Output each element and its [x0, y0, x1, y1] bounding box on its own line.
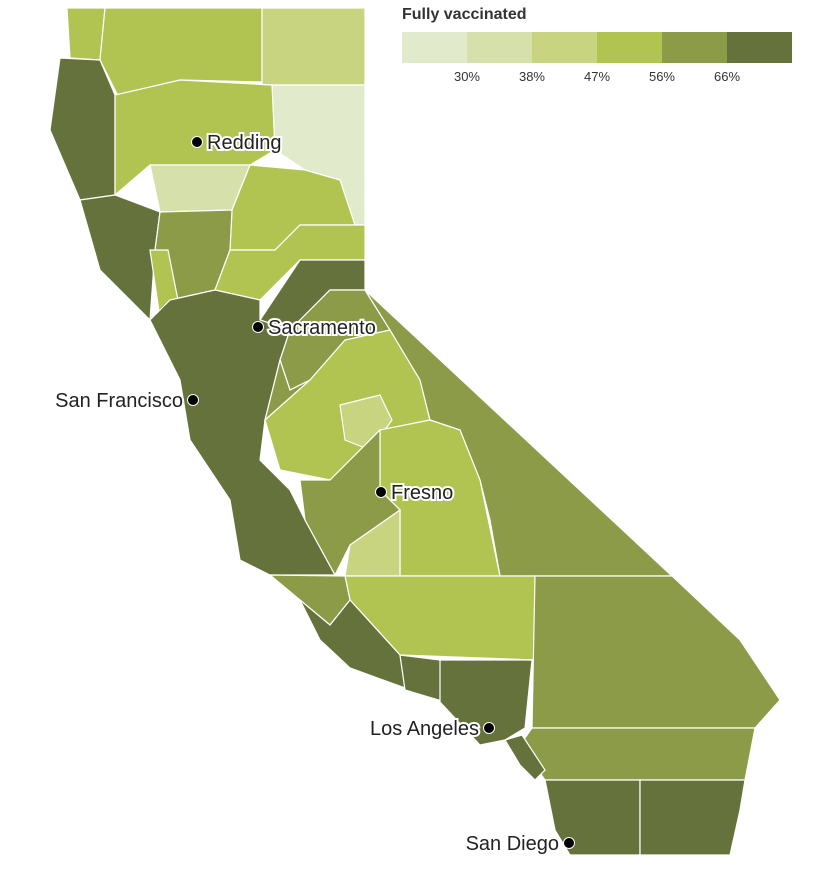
- legend-swatch: [727, 32, 792, 63]
- county-region: [49, 57, 116, 201]
- city-label: Redding: [207, 132, 282, 154]
- county-region: [399, 654, 446, 703]
- legend-title: Fully vaccinated: [402, 6, 527, 23]
- legend-tick: 38%: [518, 69, 545, 84]
- city-dot: [252, 321, 264, 333]
- county-region: [79, 194, 161, 322]
- city-label: Sacramento: [268, 317, 376, 339]
- county-region: [519, 727, 756, 781]
- legend-swatch: [597, 32, 662, 63]
- legend-swatch: [467, 32, 532, 63]
- legend: Fully vaccinated 30% 38% 47% 56% 66%: [402, 6, 792, 84]
- city-label: San Francisco: [55, 390, 183, 412]
- city-dot: [187, 394, 199, 406]
- county-region: [531, 575, 781, 729]
- county-region: [639, 779, 746, 856]
- county-region: [504, 734, 546, 781]
- county-region: [261, 7, 366, 86]
- city-dot: [375, 486, 387, 498]
- legend-tick: 30%: [453, 69, 480, 84]
- city-label: San Diego: [466, 833, 559, 855]
- legend-swatch: [402, 32, 467, 63]
- city-label: Los Angeles: [370, 718, 479, 740]
- county-region: [149, 289, 337, 576]
- legend-tick: 56%: [648, 69, 675, 84]
- city-dot: [483, 722, 495, 734]
- city-dot: [191, 136, 203, 148]
- legend-swatch: [532, 32, 597, 63]
- legend-tick: 47%: [583, 69, 611, 84]
- legend-tick: 66%: [713, 69, 741, 84]
- legend-ticks: 30% 38% 47% 56% 66%: [402, 63, 792, 84]
- city-label: Fresno: [391, 482, 453, 504]
- legend-swatch: [662, 32, 727, 63]
- legend-swatches: [402, 32, 792, 63]
- city-dot: [563, 837, 575, 849]
- county-region: [544, 779, 641, 856]
- county-region: [66, 7, 106, 61]
